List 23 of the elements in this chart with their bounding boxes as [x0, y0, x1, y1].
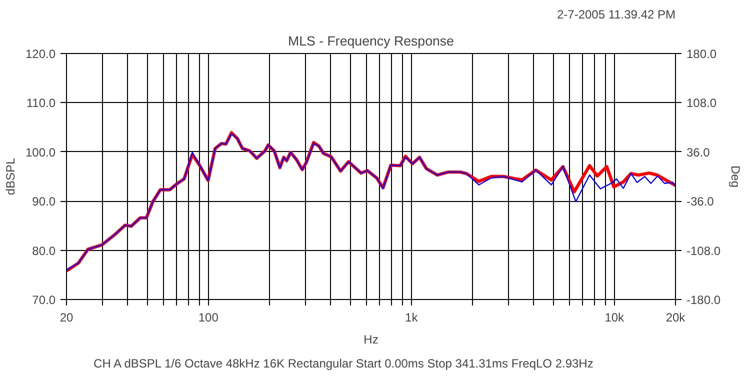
y-tick-label: 120.0 — [25, 47, 56, 61]
y-axis-title: dBSPL — [3, 157, 18, 196]
y2-tick-label: -108.0 — [686, 244, 721, 258]
x-tick-label: 1k — [405, 310, 419, 324]
x-tick-label: 20 — [60, 310, 74, 324]
x-axis-title: Hz — [364, 332, 378, 346]
y2-axis-title: Deg — [728, 165, 743, 188]
y2-tick-label: 180.0 — [686, 47, 717, 61]
y-tick-label: 90.0 — [32, 194, 56, 209]
x-tick-label: 20k — [666, 310, 686, 324]
x-tick-label: 10k — [604, 310, 626, 324]
chart-subtitle: 2-7-2005 11.39.42 PM — [556, 8, 676, 22]
x-tick-label: 100 — [198, 310, 219, 324]
y-tick-label: 100.0 — [25, 145, 56, 160]
y-tick-label: 70.0 — [32, 293, 56, 307]
y2-tick-label: 36.0 — [686, 145, 710, 160]
y2-tick-label: -180.0 — [686, 293, 721, 307]
y2-tick-label: 108.0 — [686, 96, 717, 110]
chart-title: MLS - Frequency Response — [288, 34, 454, 48]
text: CH A dBSPL 1/6 Octave 48kHz 16K Rectangular Start 0.00ms Stop 341.31ms FreqLO 2.93Hz — [94, 356, 594, 370]
y-tick-label: 110.0 — [26, 96, 56, 110]
y-tick-label: 80.0 — [32, 244, 56, 258]
y2-tick-label: -36.0 — [686, 194, 714, 209]
